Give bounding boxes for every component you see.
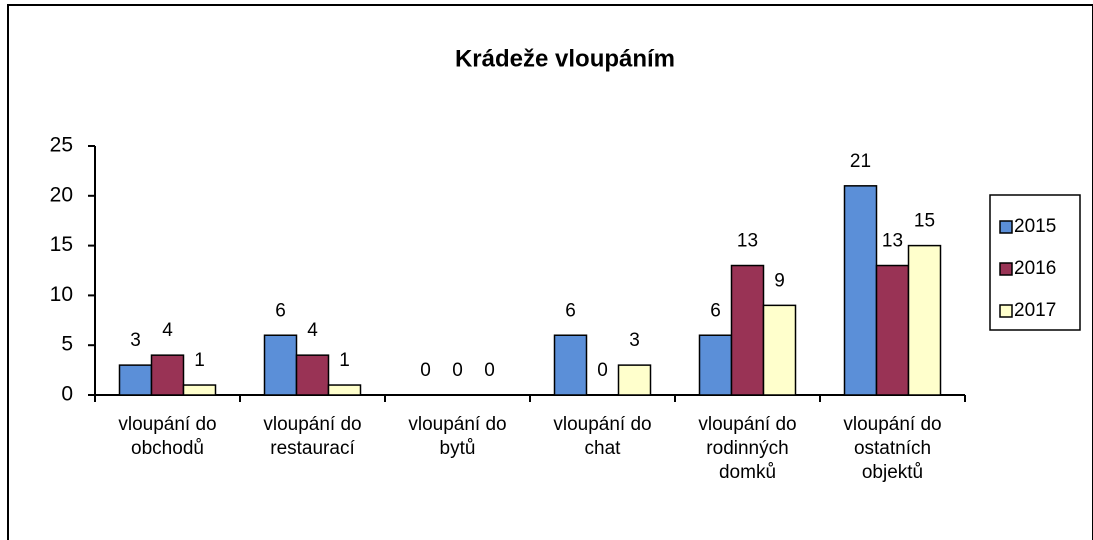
bar	[907, 244, 942, 396]
bar	[730, 264, 765, 396]
x-tick-label: chat	[585, 438, 622, 459]
bar	[875, 264, 910, 396]
bar	[617, 364, 652, 396]
data-label: 4	[307, 320, 318, 341]
x-tick-label: rodinných	[706, 438, 788, 459]
data-label: 0	[597, 360, 608, 381]
data-label: 13	[737, 231, 758, 252]
x-tick-label: vloupání do	[263, 414, 361, 435]
data-label: 0	[484, 360, 495, 381]
data-label: 0	[452, 360, 463, 381]
data-label: 1	[339, 350, 350, 371]
bar	[295, 354, 330, 396]
bar	[182, 384, 217, 396]
data-label: 6	[710, 300, 721, 321]
bar	[553, 334, 588, 396]
y-tick-label: 5	[61, 333, 73, 356]
bar	[698, 334, 733, 396]
legend-swatch	[999, 304, 1013, 318]
x-tick-label: restaurací	[270, 438, 355, 459]
data-label: 13	[882, 231, 903, 252]
x-tick-label: vloupání do	[408, 414, 506, 435]
legend-label: 2016	[1014, 258, 1056, 279]
bar	[263, 334, 298, 396]
x-tick-label: ostatních	[854, 438, 931, 459]
chart-title: Krádeže vloupáním	[455, 45, 675, 72]
bar	[150, 354, 185, 396]
bar	[327, 384, 362, 396]
x-tick-label: domků	[719, 462, 776, 483]
x-tick-label: objektů	[862, 462, 923, 483]
data-label: 6	[565, 300, 576, 321]
x-tick-label: vloupání do	[843, 414, 941, 435]
x-tick-label: obchodů	[131, 438, 204, 459]
bar	[762, 304, 797, 396]
data-label: 0	[420, 360, 431, 381]
y-tick-label: 25	[50, 134, 73, 157]
legend-swatch	[999, 220, 1013, 234]
chart-frame	[7, 4, 1093, 540]
x-tick-label: bytů	[440, 438, 476, 459]
x-tick-label: vloupání do	[698, 414, 796, 435]
legend-swatch	[999, 262, 1013, 276]
data-label: 21	[850, 151, 871, 172]
y-tick-label: 10	[50, 283, 73, 306]
data-label: 1	[194, 350, 205, 371]
legend-label: 2015	[1014, 216, 1056, 237]
data-label: 3	[130, 330, 141, 351]
bar	[118, 364, 153, 396]
data-label: 9	[774, 270, 785, 291]
bar	[843, 185, 878, 396]
legend-label: 2017	[1014, 300, 1056, 321]
y-tick-label: 0	[61, 383, 73, 406]
y-tick-label: 20	[50, 183, 73, 206]
x-tick-label: vloupání do	[553, 414, 651, 435]
y-tick-label: 15	[50, 233, 73, 256]
data-label: 15	[914, 211, 935, 232]
data-label: 4	[162, 320, 173, 341]
x-tick-label: vloupání do	[118, 414, 216, 435]
data-label: 3	[629, 330, 640, 351]
data-label: 6	[275, 300, 286, 321]
